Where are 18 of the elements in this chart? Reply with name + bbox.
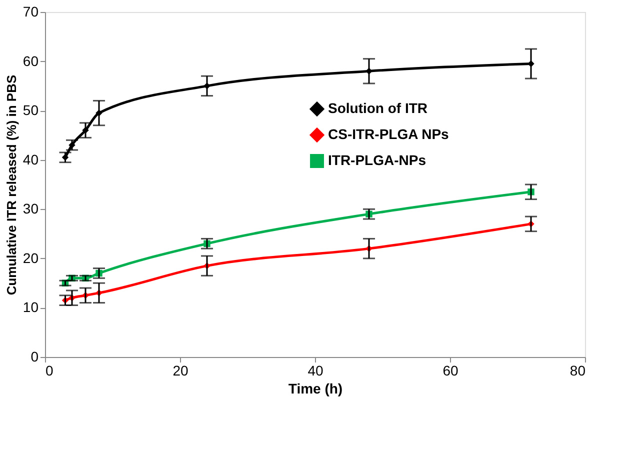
x-tick-label: 20 (172, 362, 188, 378)
y-axis-title: Cumulative ITR released (%) in PBS (4, 74, 19, 296)
y-tick-label: 60 (22, 52, 39, 69)
y-tick-label: 30 (22, 200, 39, 217)
y-tick-label: 50 (22, 102, 39, 118)
y-tick-label: 10 (22, 299, 39, 316)
x-tick-label: 0 (46, 362, 54, 378)
x-axis-title: Time (h) (288, 380, 343, 396)
x-tick-label: 80 (570, 362, 586, 378)
y-tick-label: 70 (22, 4, 39, 20)
x-tick-label: 60 (442, 362, 458, 378)
y-tick-label: 0 (30, 348, 39, 364)
x-tick-label: 40 (308, 362, 324, 378)
y-tick-label: 20 (22, 250, 39, 266)
legend-label: CS-ITR-PLGA NPs (328, 126, 450, 142)
y-tick-label: 40 (22, 151, 39, 168)
legend-label: Solution of ITR (328, 100, 428, 116)
legend-label: ITR-PLGA-NPs (328, 152, 426, 168)
